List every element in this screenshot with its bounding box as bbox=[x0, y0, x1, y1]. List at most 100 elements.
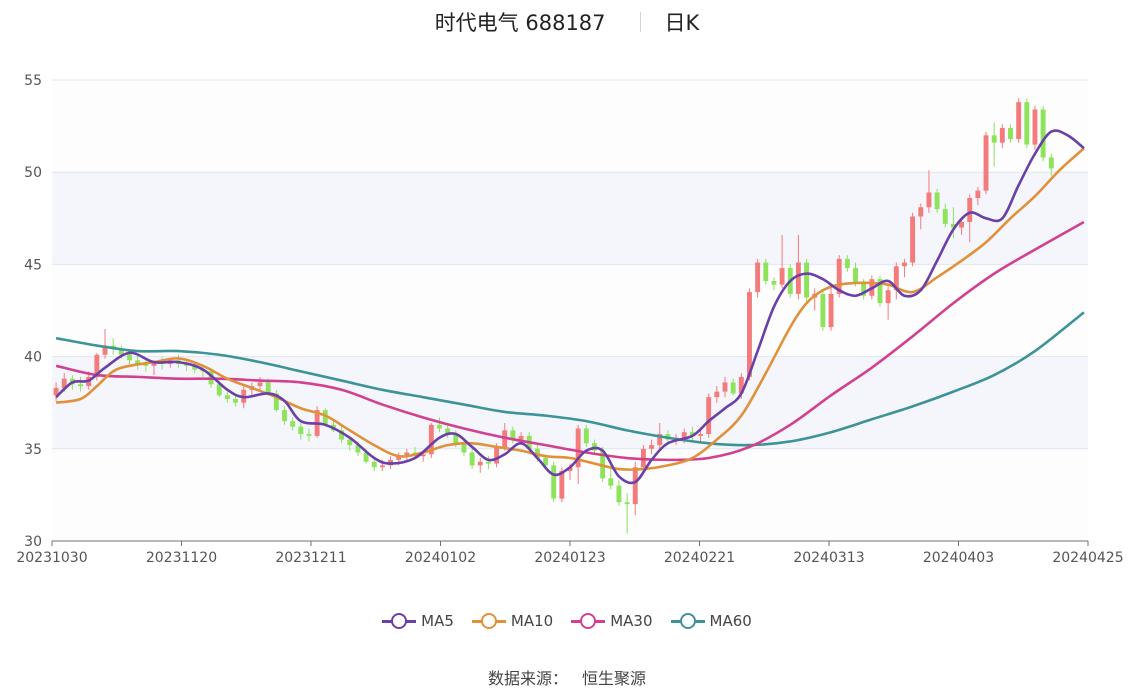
legend-item-ma10[interactable]: MA10 bbox=[471, 612, 553, 630]
candle bbox=[282, 406, 287, 425]
candle bbox=[706, 393, 712, 438]
candle bbox=[763, 258, 769, 285]
candle-body bbox=[118, 349, 124, 355]
candle bbox=[53, 382, 59, 401]
candle-body bbox=[706, 397, 712, 435]
legend-label-ma30: MA30 bbox=[610, 612, 653, 630]
candle-body bbox=[322, 410, 328, 425]
candle bbox=[551, 461, 557, 503]
period-label[interactable]: 日K bbox=[664, 11, 700, 35]
candle-body bbox=[967, 198, 973, 222]
candle-body bbox=[649, 445, 655, 449]
candle-body bbox=[795, 262, 801, 294]
moving-average-lines bbox=[55, 129, 1085, 485]
candle bbox=[902, 258, 907, 278]
candle-body bbox=[485, 461, 491, 464]
candle-body bbox=[453, 434, 459, 444]
y-axis: 30 35 40 45 50 55 bbox=[24, 73, 42, 550]
candle-body bbox=[567, 467, 573, 471]
y-tick-label: 40 bbox=[24, 350, 42, 366]
candle-body bbox=[437, 424, 442, 429]
candle-body bbox=[404, 452, 410, 457]
candle-body bbox=[127, 354, 132, 361]
candle-body bbox=[135, 360, 141, 364]
candle bbox=[224, 391, 230, 403]
candle bbox=[893, 262, 899, 300]
candle bbox=[975, 186, 981, 206]
x-tick-label: 20231120 bbox=[146, 550, 217, 566]
candle bbox=[942, 203, 948, 228]
candle-body bbox=[1008, 127, 1013, 140]
ma-line-ma60 bbox=[55, 311, 1085, 447]
source-label: 数据来源： bbox=[487, 669, 568, 688]
candle-body bbox=[836, 258, 842, 294]
candle-body bbox=[477, 461, 483, 466]
x-tick-label: 20240221 bbox=[664, 550, 735, 566]
candle-body bbox=[306, 434, 312, 436]
candle-body bbox=[804, 262, 810, 298]
candle-body bbox=[347, 439, 353, 446]
candle-body bbox=[265, 382, 271, 394]
candle bbox=[950, 207, 956, 239]
ma-line-ma5 bbox=[55, 129, 1085, 485]
candle-body bbox=[461, 443, 467, 453]
candle-body bbox=[102, 345, 108, 355]
candle-body bbox=[290, 421, 296, 427]
chart-legend: MA5 MA10 MA30 MA60 bbox=[0, 612, 1134, 630]
candle-body bbox=[192, 365, 198, 370]
candle bbox=[371, 458, 377, 471]
candle bbox=[934, 188, 940, 213]
candle-body bbox=[853, 268, 858, 283]
candle bbox=[926, 170, 932, 213]
candle-body bbox=[1024, 102, 1030, 145]
candle bbox=[616, 480, 622, 506]
candle-body bbox=[445, 428, 451, 435]
chart-title: 时代电气 688187 bbox=[434, 11, 606, 35]
candle-body bbox=[918, 207, 924, 217]
chart-band bbox=[52, 80, 1088, 173]
candle-body bbox=[681, 432, 687, 438]
candle bbox=[828, 286, 834, 331]
legend-item-ma30[interactable]: MA30 bbox=[571, 612, 653, 630]
candle-body bbox=[828, 293, 834, 328]
legend-item-ma60[interactable]: MA60 bbox=[670, 612, 752, 630]
candle-body bbox=[738, 376, 744, 394]
candle-body bbox=[926, 192, 932, 208]
candle-body bbox=[551, 465, 557, 499]
candle bbox=[477, 458, 483, 473]
y-tick-label: 50 bbox=[24, 165, 42, 181]
candle-body bbox=[1016, 102, 1022, 140]
candle-body bbox=[934, 192, 940, 210]
chart-bands bbox=[52, 80, 1088, 541]
candle bbox=[135, 354, 141, 370]
legend-item-ma5[interactable]: MA5 bbox=[382, 612, 454, 630]
candle-body bbox=[339, 430, 345, 440]
candle-body bbox=[624, 502, 630, 505]
candle bbox=[722, 376, 728, 398]
chart-title-bar: 时代电气 688187 日K bbox=[0, 6, 1134, 38]
candle bbox=[306, 428, 312, 442]
candle bbox=[747, 288, 752, 381]
candle-body bbox=[755, 262, 761, 293]
candle-body bbox=[999, 127, 1005, 143]
candle bbox=[1016, 98, 1022, 143]
candle-body bbox=[78, 384, 83, 387]
candle-body bbox=[428, 424, 434, 455]
candle bbox=[1024, 98, 1030, 149]
candle-body bbox=[608, 478, 614, 486]
source-name: 恒生聚源 bbox=[582, 669, 647, 688]
candle-body bbox=[779, 268, 785, 285]
ma-line-ma10 bbox=[55, 147, 1085, 471]
candle-body bbox=[420, 454, 426, 457]
chart-band bbox=[52, 264, 1088, 357]
candle-body bbox=[844, 258, 850, 269]
candle-body bbox=[991, 135, 997, 143]
candle bbox=[771, 277, 777, 291]
legend-label-ma60: MA60 bbox=[709, 612, 752, 630]
candle-body bbox=[494, 446, 500, 464]
candle bbox=[143, 358, 149, 372]
candle-body bbox=[61, 378, 67, 388]
x-tick-label: 20231211 bbox=[275, 550, 346, 566]
candle-body bbox=[216, 384, 222, 396]
